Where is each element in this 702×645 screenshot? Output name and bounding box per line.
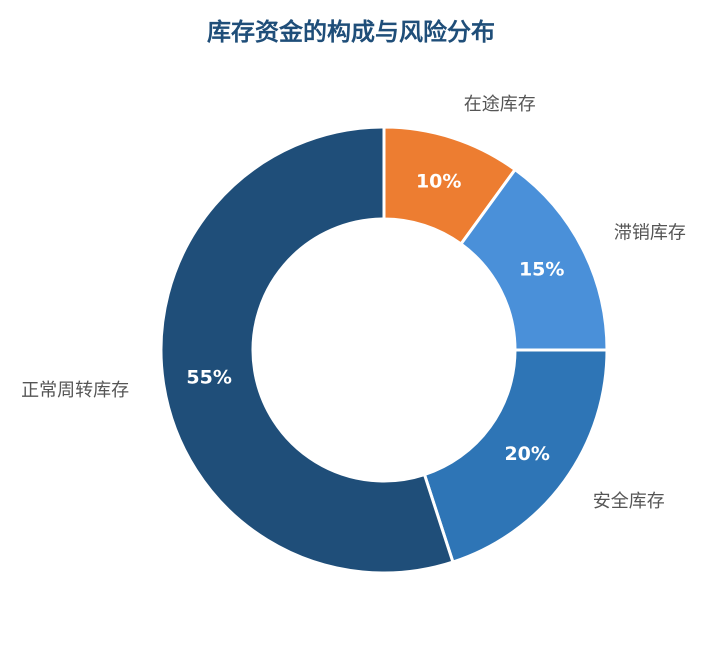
- donut-slice: [422, 348, 609, 564]
- slice-value-label: 15%: [519, 259, 564, 281]
- slice-category-label: 正常周转库存: [21, 380, 129, 401]
- chart-title: 库存资金的构成与风险分布: [207, 18, 495, 46]
- donut-slice: [159, 125, 455, 575]
- slice-category-label: 滞销库存: [614, 222, 686, 243]
- value-labels-group: 10% 15% 20% 55%: [186, 171, 564, 465]
- slice-value-label: 10%: [416, 171, 461, 193]
- slice-value-label: 20%: [504, 443, 549, 465]
- slice-value-label: 55%: [186, 367, 231, 389]
- slices-group: [159, 125, 609, 575]
- slice-category-label: 安全库存: [593, 491, 665, 512]
- slice-category-label: 在途库存: [464, 94, 536, 115]
